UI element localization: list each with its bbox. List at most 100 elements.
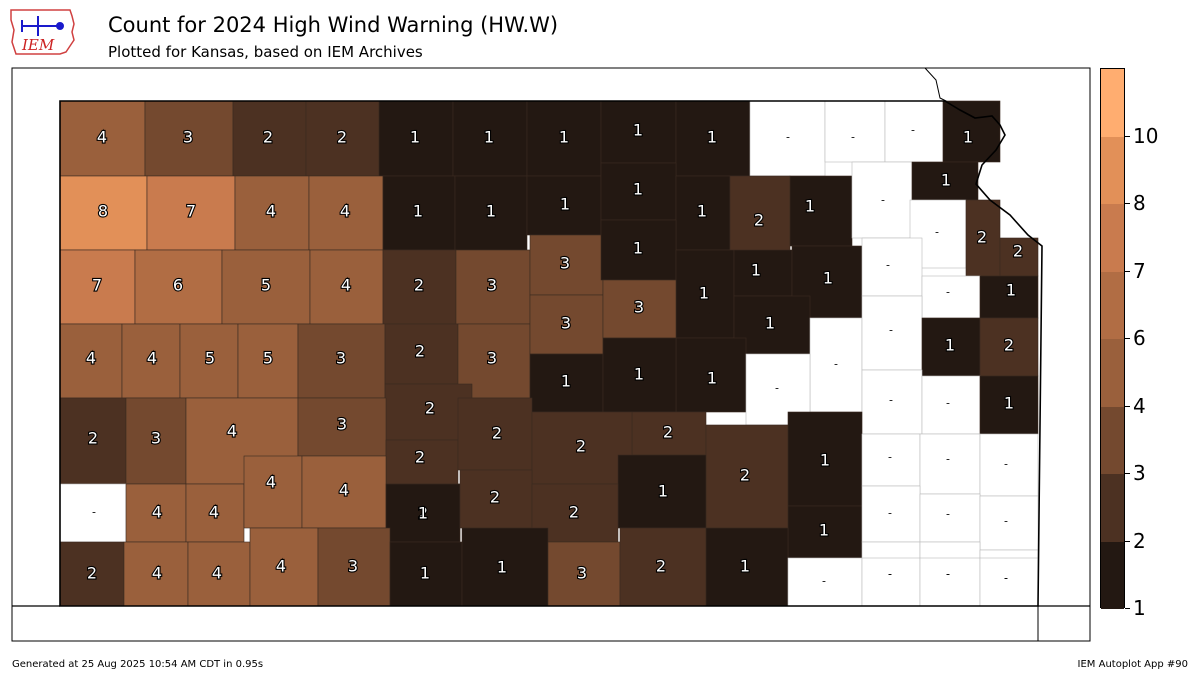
county-count-label: 1: [707, 128, 717, 147]
county: [297, 323, 386, 399]
county: [942, 100, 1001, 163]
county: [617, 454, 707, 529]
county: [965, 199, 1001, 277]
county: [526, 100, 602, 177]
county: [979, 495, 1039, 551]
county: [59, 249, 136, 325]
county-count-label: 1: [751, 261, 761, 280]
colorbar-bin: [1101, 136, 1124, 204]
county-count-label: 3: [634, 298, 644, 317]
colorbar-tick-label: 4: [1133, 393, 1146, 418]
colorbar-tick-mark: [1125, 135, 1130, 137]
county: [297, 397, 387, 457]
kansas-outline: [59, 100, 1043, 607]
county: [385, 439, 459, 485]
county-count-label: -: [822, 575, 826, 588]
county: [602, 279, 677, 339]
county: [454, 175, 528, 251]
county-count-label: 4: [340, 202, 350, 221]
county-count-label: 3: [560, 254, 570, 273]
county-count-label: -: [881, 194, 885, 207]
county: [921, 375, 981, 435]
county-count-label: 1: [560, 195, 570, 214]
county-count-label: 1: [413, 202, 423, 221]
county-count-label: 4: [152, 503, 162, 522]
county-count-label: 3: [151, 429, 161, 448]
county-count-label: -: [935, 226, 939, 239]
county-count-label: -: [946, 568, 950, 581]
colorbar: [1100, 68, 1125, 609]
county: [452, 100, 528, 177]
county: [457, 397, 533, 471]
county-count-label: -: [1004, 572, 1008, 585]
county-count-label: -: [946, 397, 950, 410]
county: [675, 337, 747, 413]
county: [919, 493, 981, 543]
county: [789, 175, 853, 247]
county-count-label: 4: [152, 564, 162, 583]
county: [787, 505, 863, 559]
county: [526, 175, 602, 236]
county-count-label: 3: [487, 349, 497, 368]
county-count-label: 4: [97, 128, 107, 147]
county: [861, 433, 921, 487]
county-count-label: 1: [945, 336, 955, 355]
colorbar-tick-mark: [1125, 473, 1130, 474]
county-layer: [59, 100, 1039, 607]
county-count-label: 2: [415, 342, 425, 361]
county-count-label: 2: [415, 448, 425, 467]
county: [382, 249, 457, 325]
county: [729, 175, 791, 263]
county-count-label: 7: [186, 202, 196, 221]
county: [675, 100, 751, 177]
colorbar-tick-mark: [1125, 608, 1130, 609]
county-count-label: -: [775, 382, 779, 395]
county-count-label: 3: [336, 349, 346, 368]
county: [461, 527, 549, 607]
county: [185, 483, 245, 543]
county-count-label: 1: [633, 180, 643, 199]
county-count-label: 4: [147, 349, 157, 368]
county-count-label: 2: [414, 276, 424, 295]
county: [144, 100, 234, 177]
county-count-label: 1: [1006, 281, 1016, 300]
county-count-label: -: [886, 259, 890, 272]
colorbar-bin: [1101, 474, 1124, 542]
county-count-label: 1: [820, 451, 830, 470]
county-count-label: -: [946, 286, 950, 299]
county-count-label: 1: [410, 128, 420, 147]
county-count-label: -: [946, 568, 950, 581]
county-count-label: 3: [487, 276, 497, 295]
county-count-label: 1: [658, 482, 668, 501]
county: [600, 219, 677, 281]
county-count-label: 7: [92, 276, 102, 295]
county-count-label: 2: [754, 211, 764, 230]
county: [187, 541, 251, 607]
county-count-label: 1: [823, 269, 833, 288]
county-count-label: 2: [1013, 242, 1023, 261]
county-count-label: 1: [561, 372, 571, 391]
county-count-label: 1: [634, 365, 644, 384]
county-count-label: 8: [98, 202, 108, 221]
county: [121, 323, 181, 399]
colorbar-bin: [1101, 204, 1124, 272]
county-count-label: 1: [941, 171, 951, 190]
county-count-label: -: [888, 451, 892, 464]
county-count-label: 1: [707, 369, 717, 388]
county: [861, 295, 923, 371]
county: [919, 557, 981, 607]
footer-generated: Generated at 25 Aug 2025 10:54 AM CDT in…: [12, 659, 264, 670]
county-count-label: 3: [348, 557, 358, 576]
county-count-label: 3: [577, 564, 587, 583]
county: [237, 323, 299, 399]
county-count-label: -: [1004, 572, 1008, 585]
county: [59, 100, 146, 177]
county-count-label: 1: [418, 504, 428, 523]
county: [861, 369, 923, 435]
county: [305, 100, 380, 177]
county: [861, 237, 923, 297]
county-count-label: 2: [263, 128, 273, 147]
county: [600, 100, 677, 164]
county: [861, 485, 921, 543]
